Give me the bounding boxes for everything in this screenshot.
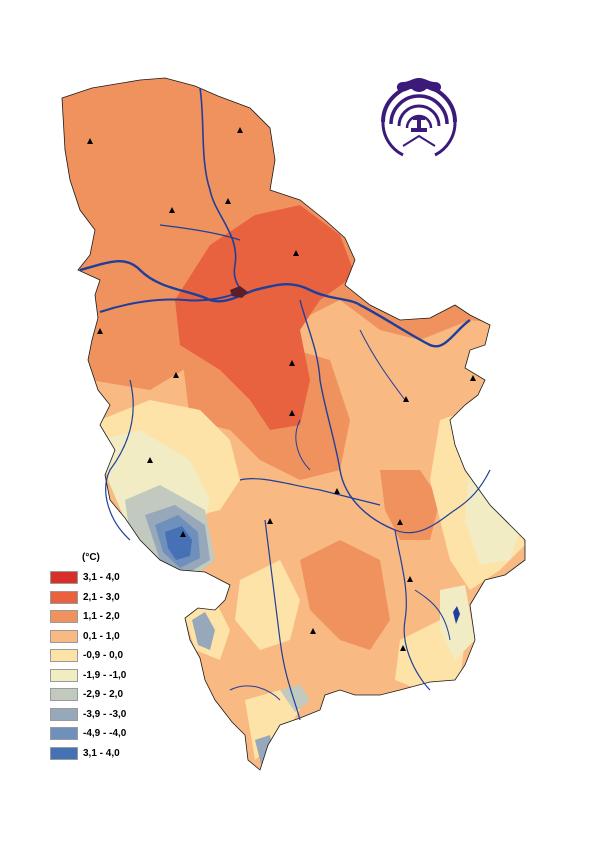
west-morava-river <box>239 478 381 506</box>
sava-river <box>99 291 241 313</box>
legend-label: -2,9 - 2,0 <box>83 689 124 701</box>
lepenica-river <box>295 419 311 471</box>
legend-swatch <box>50 571 78 585</box>
station-marker <box>97 328 103 334</box>
belgrade-city <box>230 286 248 298</box>
legend-label: -0,9 - 0,0 <box>83 650 124 662</box>
zone-cold-sar <box>280 685 310 712</box>
station-marker <box>407 576 413 582</box>
legend-row: 3,1 - 4,0 <box>50 744 126 764</box>
station-marker <box>173 372 179 378</box>
legend-row: -4,9 - -4,0 <box>50 724 126 744</box>
rhmz-logo <box>373 76 465 168</box>
legend-row: -3,9 - -3,0 <box>50 705 126 725</box>
station-marker <box>147 457 153 463</box>
timok-river <box>359 329 406 401</box>
danube-river <box>79 259 471 348</box>
station-marker <box>403 396 409 402</box>
legend: (°C) 3,1 - 4,0 2,1 - 3,0 1,1 - 2,0 0,1 - 1,… <box>50 552 126 763</box>
legend-row: -2,9 - 2,0 <box>50 685 126 705</box>
rivers <box>79 87 491 721</box>
legend-label: 3,1 - 4,0 <box>83 747 120 759</box>
legend-swatch <box>50 590 78 604</box>
drina-river <box>105 379 134 541</box>
legend-swatch <box>50 707 78 721</box>
legend-row: 2,1 - 3,0 <box>50 588 126 608</box>
zone-1-2-nis <box>380 470 440 540</box>
station-marker <box>289 360 295 366</box>
legend-unit: (°C) <box>82 552 100 563</box>
station-marker <box>334 488 340 494</box>
south-morava-river <box>394 529 431 691</box>
zone-minus1-0-kopaonik <box>235 560 300 650</box>
nisava-river <box>394 469 491 534</box>
station-marker <box>397 519 403 525</box>
morava-river <box>299 299 396 531</box>
station-marker <box>293 250 299 256</box>
legend-swatch <box>50 610 78 624</box>
legend-label: -3,9 - -3,0 <box>83 708 127 720</box>
station-marker <box>237 127 243 133</box>
zone-cold-southwest <box>192 612 215 650</box>
legend-swatch <box>50 727 78 741</box>
station-marker <box>267 518 273 524</box>
begej-canal <box>159 224 241 241</box>
zone-2-3 <box>175 205 355 430</box>
legend-swatch <box>50 668 78 682</box>
station-marker <box>310 628 316 634</box>
stations <box>87 127 476 651</box>
station-marker <box>180 531 186 537</box>
legend-row: -1,9 - -1,0 <box>50 666 126 686</box>
tisa-river <box>199 87 246 293</box>
legend-row: 1,1 - 2,0 <box>50 607 126 627</box>
vlasina-lake <box>453 606 460 624</box>
zone-1-2-south <box>300 540 390 650</box>
legend-row: 3,1 - 4,0 <box>50 568 126 588</box>
legend-rows: 3,1 - 4,0 2,1 - 3,0 1,1 - 2,0 0,1 - 1,0 -0,9… <box>50 568 126 763</box>
station-marker <box>289 410 295 416</box>
ibar-river <box>264 519 301 721</box>
legend-label: 3,1 - 4,0 <box>83 572 120 584</box>
legend-label: -1,9 - -1,0 <box>83 669 127 681</box>
vlasina-river <box>414 589 451 641</box>
legend-row: 0,1 - 1,0 <box>50 627 126 647</box>
rhmz-emblem-icon <box>381 78 457 157</box>
legend-label: 1,1 - 2,0 <box>83 611 120 623</box>
station-marker <box>225 198 231 204</box>
station-marker <box>169 207 175 213</box>
legend-swatch <box>50 649 78 663</box>
legend-swatch <box>50 746 78 760</box>
legend-row: -0,9 - 0,0 <box>50 646 126 666</box>
legend-label: 2,1 - 3,0 <box>83 591 120 603</box>
beli-drim-river <box>229 685 281 701</box>
zone-minus2-minus1-se <box>440 585 475 660</box>
legend-swatch <box>50 629 78 643</box>
legend-label: 0,1 - 1,0 <box>83 630 120 642</box>
country-border <box>61 77 526 771</box>
station-marker <box>400 645 406 651</box>
legend-swatch <box>50 688 78 702</box>
station-marker <box>470 375 476 381</box>
station-marker <box>87 138 93 144</box>
zone-coldest <box>165 526 192 560</box>
legend-label: -4,9 - -4,0 <box>83 728 127 740</box>
